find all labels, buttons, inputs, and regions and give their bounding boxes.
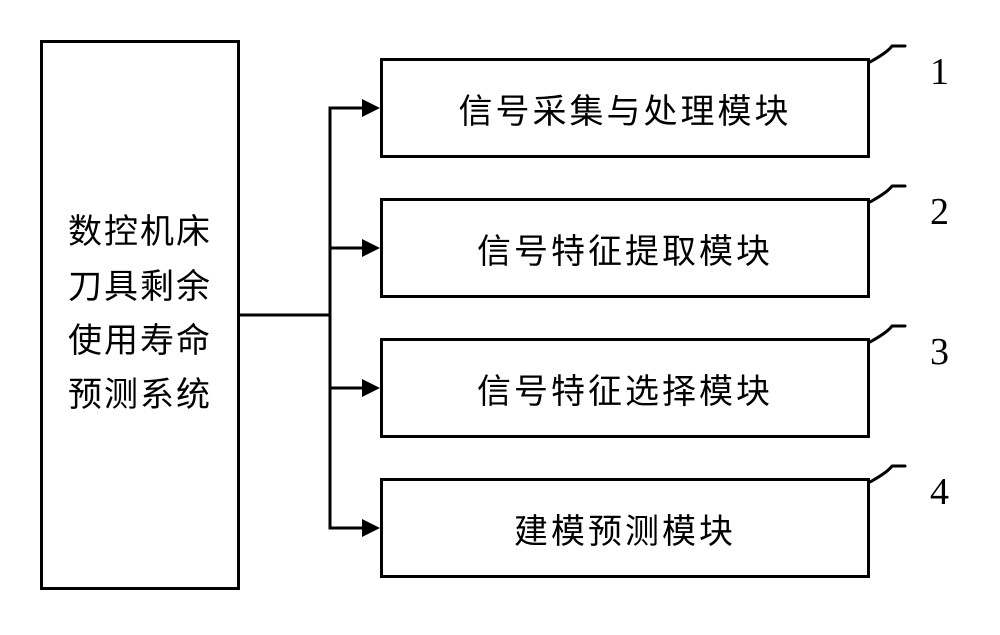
main-line-1: 数控机床 (68, 206, 212, 260)
main-line-4: 预测系统 (68, 369, 212, 423)
module-label-3: 信号特征选择模块 (477, 364, 773, 413)
module-number-3: 3 (930, 330, 949, 374)
module-box-1: 信号采集与处理模块 (380, 58, 870, 158)
module-number-2: 2 (930, 190, 949, 234)
main-system-text: 数控机床 刀具剩余 使用寿命 预测系统 (68, 206, 212, 424)
module-box-4: 建模预测模块 (380, 478, 870, 578)
diagram-root: 数控机床 刀具剩余 使用寿命 预测系统 信号采集与处理模块 信号特征提取模块 信… (0, 0, 1000, 635)
main-line-3: 使用寿命 (68, 315, 212, 369)
main-system-box: 数控机床 刀具剩余 使用寿命 预测系统 (40, 40, 240, 590)
main-line-2: 刀具剩余 (68, 261, 212, 315)
module-number-4: 4 (930, 470, 949, 514)
module-number-1: 1 (930, 50, 949, 94)
module-box-2: 信号特征提取模块 (380, 198, 870, 298)
module-label-1: 信号采集与处理模块 (459, 84, 792, 133)
module-label-2: 信号特征提取模块 (477, 224, 773, 273)
module-box-3: 信号特征选择模块 (380, 338, 870, 438)
module-label-4: 建模预测模块 (514, 504, 736, 553)
